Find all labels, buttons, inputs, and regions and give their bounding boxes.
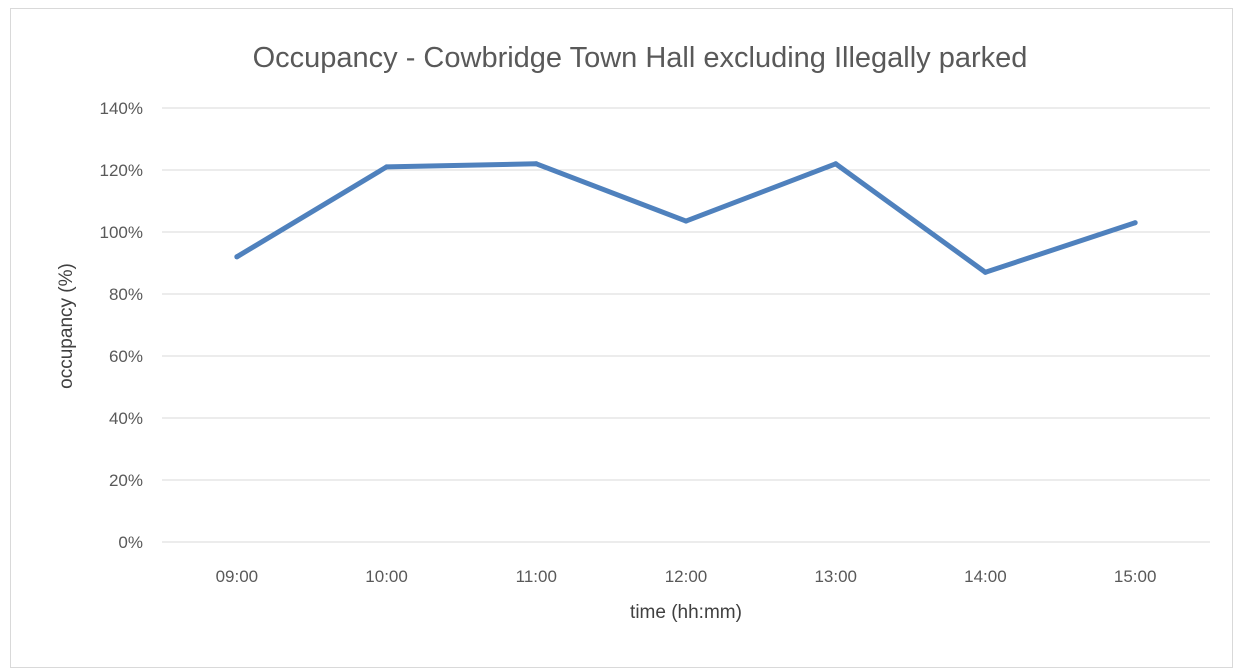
y-tick-label: 20% [109, 471, 143, 490]
chart-title: Occupancy - Cowbridge Town Hall excludin… [253, 42, 1028, 74]
data-point [982, 269, 988, 275]
x-tick-label: 10:00 [365, 567, 408, 586]
x-tick-label: 14:00 [964, 567, 1007, 586]
x-tick-label: 11:00 [516, 567, 557, 586]
x-tick-label: 13:00 [814, 567, 857, 586]
occupancy-line-chart: Occupancy - Cowbridge Town Hall excludin… [56, 42, 1210, 623]
x-axis-tick-labels: 09:00 10:00 11:00 12:00 13:00 14:00 15:00 [216, 567, 1157, 586]
y-axis-title: occupancy (%) [56, 263, 77, 389]
series-line [234, 161, 1138, 275]
data-point [1132, 220, 1138, 226]
y-tick-label: 40% [109, 409, 143, 428]
x-tick-label: 09:00 [216, 567, 259, 586]
y-tick-label: 0% [118, 533, 143, 552]
y-tick-label: 60% [109, 347, 143, 366]
gridlines [162, 107, 1210, 543]
x-axis-title: time (hh:mm) [630, 602, 742, 623]
x-tick-label: 15:00 [1114, 567, 1157, 586]
chart-frame [10, 8, 1233, 668]
series-layer [234, 161, 1138, 275]
y-axis-tick-labels: 0% 20% 40% 60% 80% 100% 120% 140% [100, 99, 143, 552]
data-point [683, 218, 689, 224]
data-point [833, 161, 839, 167]
y-tick-label: 80% [109, 285, 143, 304]
data-point [234, 254, 240, 260]
x-tick-label: 12:00 [665, 567, 708, 586]
y-tick-label: 140% [100, 99, 143, 118]
data-point [384, 164, 390, 170]
y-tick-label: 100% [100, 223, 143, 242]
y-tick-label: 120% [100, 161, 143, 180]
data-point [533, 161, 539, 167]
